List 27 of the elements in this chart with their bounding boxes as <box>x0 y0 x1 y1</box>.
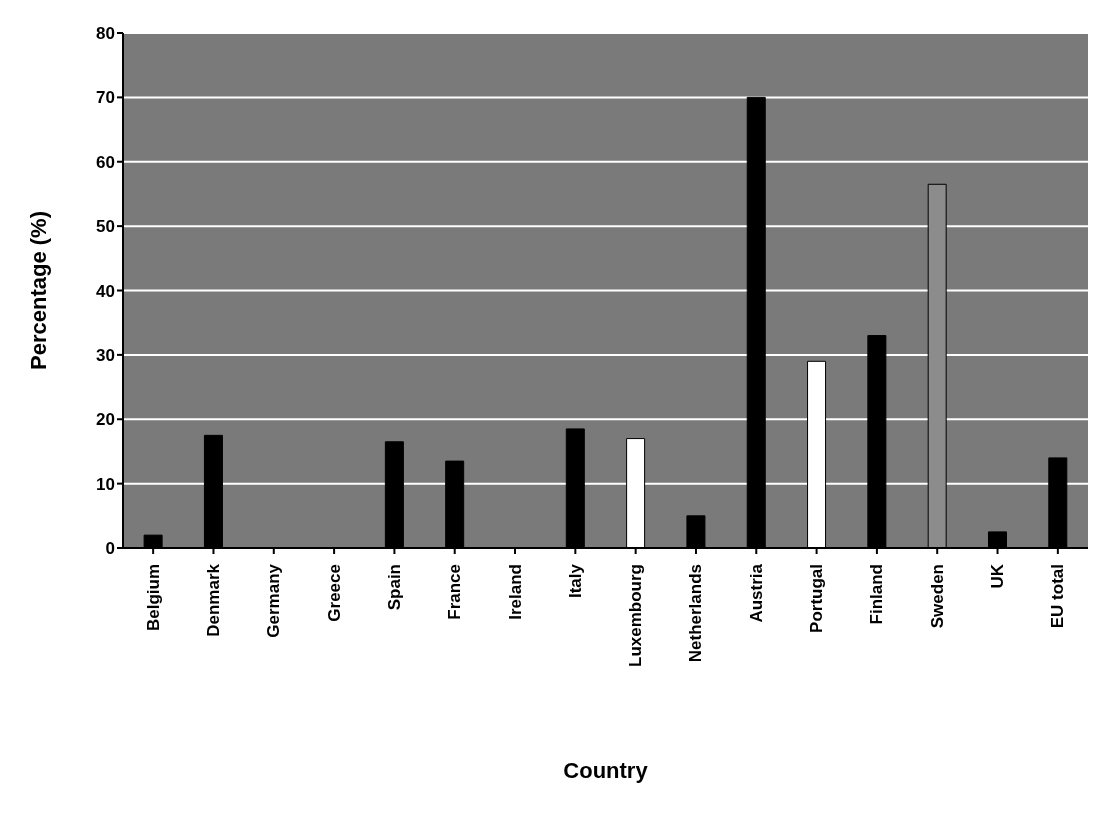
x-tick-label: Netherlands <box>686 564 706 663</box>
x-tick-label: EU total <box>1048 564 1068 629</box>
x-tick-label: Sweden <box>927 564 947 629</box>
x-tick-label: Italy <box>565 563 585 599</box>
y-tick-label: 70 <box>96 88 115 108</box>
x-tick-label: UK <box>988 563 1008 589</box>
y-tick-label: 80 <box>96 24 115 44</box>
x-tick-label: Germany <box>264 563 284 638</box>
y-tick-label: 50 <box>96 217 115 237</box>
x-tick-label: Austria <box>746 563 766 623</box>
x-tick-label: Luxembourg <box>626 564 646 667</box>
x-tick-label: Portugal <box>807 564 827 633</box>
y-tick-label: 40 <box>96 281 115 301</box>
x-tick-label: Greece <box>324 564 344 622</box>
y-axis-title: Percentage (%) <box>25 211 51 370</box>
x-tick-label: Denmark <box>203 563 223 637</box>
x-tick-label: France <box>445 564 465 620</box>
x-tick-label: Ireland <box>505 564 525 620</box>
x-tick-label: Spain <box>384 564 404 611</box>
y-tick-label: 0 <box>105 539 115 559</box>
y-tick-label: 20 <box>96 410 115 430</box>
y-tick-label: 10 <box>96 474 115 494</box>
x-tick-label: Finland <box>867 564 887 625</box>
y-tick-label: 60 <box>96 152 115 172</box>
x-tick-label: Belgium <box>143 564 163 632</box>
x-axis-title: Country <box>563 758 649 783</box>
y-tick-label: 30 <box>96 345 115 365</box>
